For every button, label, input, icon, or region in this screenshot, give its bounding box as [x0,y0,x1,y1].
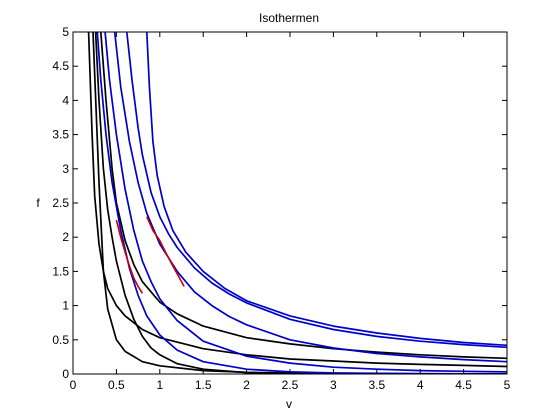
y-axis: 0 0.5 1 1.5 2 2.5 3 3.5 4 4.5 5 [52,25,507,381]
series-line-black-2 [87,32,507,368]
x-axis: 0 0.5 1 1.5 2 2.5 3 3.5 4 4.5 5 [70,32,511,392]
x-tick-label: 5 [504,378,511,392]
y-tick-label: 4.5 [52,59,69,73]
series-line-red-10 [115,219,144,294]
y-tick-label: 3.5 [52,128,69,142]
series-line-blue-9 [145,32,507,347]
y-tick-label: 1 [62,299,69,313]
y-tick-label: 4 [62,93,69,107]
y-tick-label: 0.5 [52,333,69,347]
series-line-black-3 [99,32,507,360]
y-tick-label: 2 [62,230,69,244]
series-line-blue-8 [125,32,507,349]
series-line-blue-7 [113,32,507,363]
x-tick-label: 0 [70,378,77,392]
x-tick-label: 1 [156,378,163,392]
x-tick-label: 4 [417,378,424,392]
x-tick-label: 2 [243,378,250,392]
y-tick-label: 2.5 [52,196,69,210]
y-tick-label: 3 [62,162,69,176]
x-tick-label: 3 [330,378,337,392]
x-tick-label: 3.5 [368,378,385,392]
series-line-black-4 [94,32,507,374]
plot-area [73,32,507,374]
y-tick-label: 0 [62,367,69,381]
x-tick-label: 0.5 [108,378,125,392]
y-tick-label: 5 [62,25,69,39]
x-tick-label: 2.5 [282,378,299,392]
y-axis-label: f [36,196,40,210]
x-tick-label: 1.5 [195,378,212,392]
series-line-blue-6 [104,32,507,373]
series-line-red-11 [146,216,185,287]
chart-title: Isothermen [259,11,319,25]
x-tick-label: 4.5 [455,378,472,392]
y-tick-label: 1.5 [52,264,69,278]
series-line-blue-5 [96,32,507,374]
x-axis-label: v [286,397,292,411]
series-layer [87,32,507,374]
